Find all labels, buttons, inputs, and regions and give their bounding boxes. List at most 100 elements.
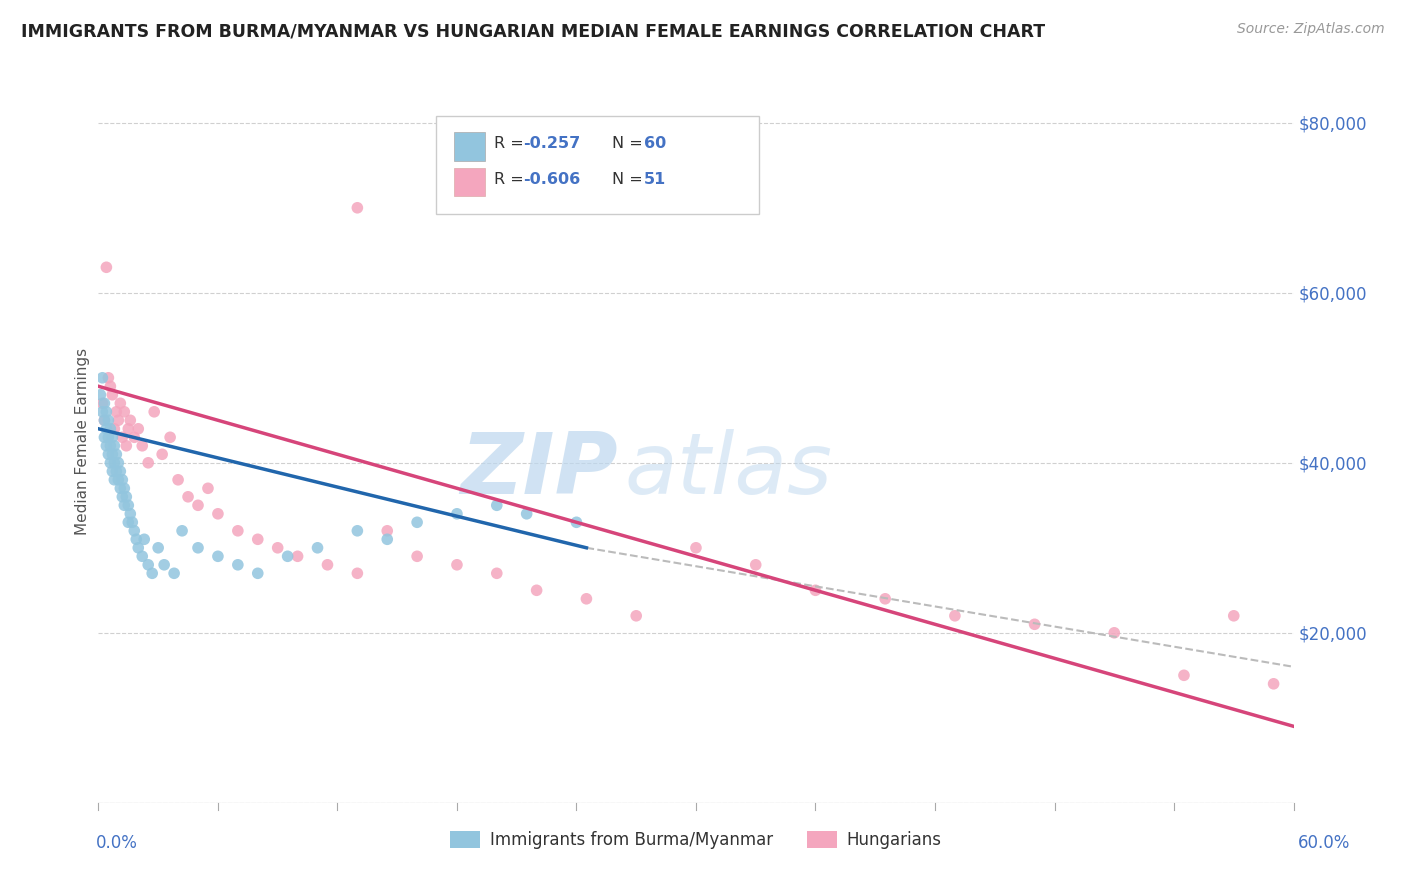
Point [226, 524, 249, 538]
Legend: Immigrants from Burma/Myanmar, Hungarians: Immigrants from Burma/Myanmar, Hungarian… [443, 824, 949, 856]
Point [93, 413, 115, 427]
Point [150, 447, 173, 461]
Point [1024, 617, 1046, 632]
Point [103, 456, 125, 470]
Point [91, 396, 114, 410]
Point [115, 439, 138, 453]
Point [103, 439, 125, 453]
Point [153, 558, 176, 572]
Point [197, 481, 219, 495]
Point [172, 524, 194, 538]
Point [89, 388, 111, 402]
Text: 51: 51 [644, 172, 666, 187]
Point [111, 430, 134, 444]
Point [127, 541, 149, 555]
Point [246, 533, 269, 547]
Point [136, 558, 159, 572]
Point [277, 549, 299, 564]
Text: 60: 60 [644, 136, 666, 152]
Point [159, 430, 181, 444]
Point [745, 558, 768, 572]
Point [96, 422, 118, 436]
Text: 0.0%: 0.0% [96, 834, 138, 852]
Point [187, 498, 209, 512]
Point [107, 413, 129, 427]
Point [141, 566, 163, 581]
Point [91, 405, 114, 419]
Point [246, 566, 269, 581]
Point [148, 541, 170, 555]
Text: -0.257: -0.257 [523, 136, 581, 152]
Point [1104, 625, 1126, 640]
Point [96, 405, 118, 419]
Point [105, 464, 128, 478]
Point [124, 430, 146, 444]
Text: N =: N = [612, 136, 648, 152]
Point [111, 473, 134, 487]
Point [124, 524, 146, 538]
Point [101, 388, 124, 402]
Point [307, 541, 329, 555]
Point [107, 456, 129, 470]
Point [101, 464, 124, 478]
Point [167, 473, 190, 487]
Y-axis label: Median Female Earnings: Median Female Earnings [75, 348, 90, 535]
Point [131, 549, 153, 564]
Point [346, 524, 368, 538]
Point [1223, 608, 1246, 623]
Text: R =: R = [494, 172, 529, 187]
Point [98, 439, 122, 453]
Point [485, 498, 508, 512]
Point [103, 473, 125, 487]
Point [346, 201, 368, 215]
Text: R =: R = [494, 136, 529, 152]
Point [446, 507, 468, 521]
Point [143, 405, 166, 419]
Point [117, 422, 139, 436]
Point [177, 490, 200, 504]
Point [375, 533, 398, 547]
Point [516, 507, 538, 521]
Point [187, 541, 209, 555]
Point [136, 456, 159, 470]
Point [93, 430, 115, 444]
Point [125, 533, 148, 547]
Point [97, 371, 120, 385]
Point [267, 541, 290, 555]
Point [446, 558, 468, 572]
Point [115, 490, 138, 504]
Text: IMMIGRANTS FROM BURMA/MYANMAR VS HUNGARIAN MEDIAN FEMALE EARNINGS CORRELATION CH: IMMIGRANTS FROM BURMA/MYANMAR VS HUNGARI… [21, 22, 1045, 40]
Point [93, 396, 115, 410]
Point [111, 490, 134, 504]
Point [131, 439, 153, 453]
Point [163, 566, 186, 581]
Point [121, 516, 143, 530]
Point [804, 583, 827, 598]
Point [287, 549, 309, 564]
Point [207, 507, 229, 521]
Text: -0.606: -0.606 [523, 172, 581, 187]
Point [526, 583, 548, 598]
Point [110, 481, 132, 495]
Point [105, 405, 128, 419]
Point [112, 498, 135, 512]
Point [127, 422, 149, 436]
Point [207, 549, 229, 564]
Text: atlas: atlas [624, 429, 832, 512]
Point [120, 413, 142, 427]
Point [93, 413, 115, 427]
Point [96, 439, 118, 453]
Point [97, 430, 120, 444]
Point [375, 524, 398, 538]
Point [101, 447, 124, 461]
Point [103, 422, 125, 436]
Point [685, 541, 707, 555]
Point [406, 516, 429, 530]
Point [316, 558, 339, 572]
Text: ZIP: ZIP [461, 429, 619, 512]
Point [134, 533, 156, 547]
Point [1263, 677, 1285, 691]
Point [98, 456, 122, 470]
Point [626, 608, 648, 623]
Point [575, 591, 598, 606]
